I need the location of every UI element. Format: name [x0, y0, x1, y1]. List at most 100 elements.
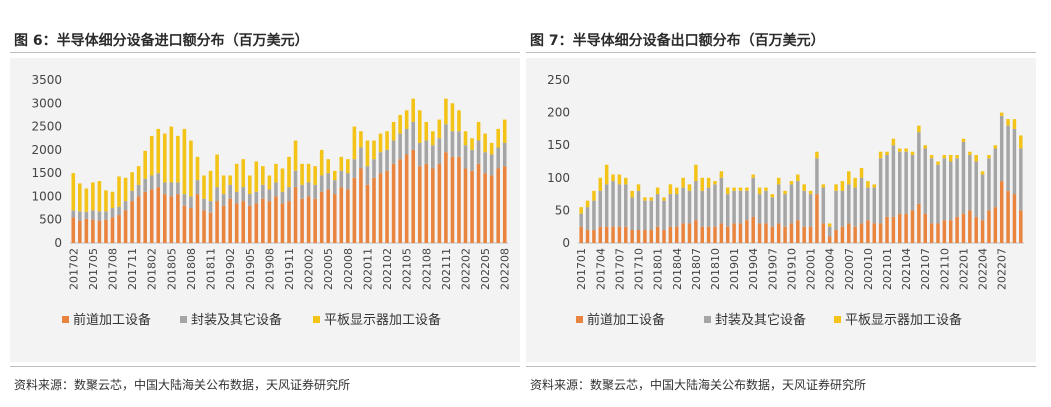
y-axis: 0 50 100 150 200 250 [547, 73, 570, 250]
x-tick-label: 201810 [709, 248, 722, 290]
bar-segment-flat-series [261, 166, 265, 185]
bar-segment-flat-series [221, 175, 226, 195]
bar-segment-front-series [649, 229, 654, 243]
x-tick-label: 202207 [996, 248, 1009, 290]
bar-segment-flat-series [1019, 135, 1023, 149]
bar-segment-front-series [437, 163, 442, 243]
bar-segment-front-series [891, 216, 896, 243]
bar-segment-pack-series [372, 159, 376, 178]
legend-label: 前道加工设备 [73, 312, 151, 328]
bar-segment-flat-series [776, 177, 781, 185]
bar-segment-flat-series [450, 103, 455, 132]
bar-segment-pack-series [872, 187, 877, 224]
bar-segment-flat-series [662, 197, 666, 201]
bar-segment-flat-series [385, 131, 389, 150]
bar-segment-pack-series [149, 175, 154, 190]
bar-segment-flat-series [617, 174, 622, 185]
bar-segment-flat-series [987, 154, 991, 159]
bar-segment-front-series [936, 223, 940, 243]
bar-segment-front-series [968, 210, 972, 243]
bar-segment-front-series [719, 223, 724, 243]
bar-segment-flat-series [624, 177, 628, 185]
y-tick-label: 250 [547, 73, 570, 87]
bar-segment-pack-series [802, 190, 806, 227]
bar-segment-pack-series [346, 173, 350, 190]
bar-segment-front-series [706, 226, 711, 243]
bar-segment-front-series [391, 163, 396, 243]
bar-segment-flat-series [431, 131, 435, 146]
bar-segment-pack-series [313, 184, 317, 199]
bar-segment-front-series [847, 223, 851, 243]
bar-segment-pack-series [815, 158, 819, 195]
bar-segment-flat-series [917, 125, 921, 133]
bar-segment-pack-series [783, 194, 787, 227]
bar-segment-pack-series [326, 173, 331, 190]
bar-segment-front-series [110, 217, 115, 243]
bar-segment-front-series [489, 175, 494, 243]
x-tick-label: 202107 [919, 248, 932, 290]
legend-label: 封装及其它设备 [715, 312, 806, 328]
bar-segment-flat-series [84, 188, 89, 212]
y-tick-label: 500 [39, 213, 62, 227]
bar-segment-flat-series [827, 223, 832, 227]
bar-segment-front-series [776, 223, 781, 243]
bar-segment-front-series [681, 223, 685, 243]
bar-segment-flat-series [241, 159, 246, 188]
bar-segment-front-series [636, 229, 641, 243]
bar-segment-front-series [662, 229, 666, 243]
bar-segment-pack-series [411, 121, 416, 150]
bar-segment-flat-series [585, 200, 590, 208]
bar-segment-front-series [942, 220, 947, 243]
bar-segment-pack-series [936, 164, 940, 224]
x-tick-label: 202104 [900, 248, 913, 290]
bar-segment-pack-series [675, 194, 679, 227]
bar-segment-flat-series [417, 110, 422, 143]
y-tick-label: 150 [547, 138, 570, 152]
bar-segment-flat-series [974, 154, 978, 162]
x-tick-label: 201708 [106, 248, 119, 290]
bar-segment-flat-series [745, 187, 749, 191]
bar-segment-pack-series [719, 177, 724, 224]
bar-segment-pack-series [662, 200, 666, 230]
bar-segment-flat-series [365, 140, 370, 167]
bar-segment-pack-series [162, 182, 167, 195]
bar-segment-pack-series [110, 208, 115, 218]
x-tick-label: 202111 [440, 248, 453, 290]
bar-segment-front-series [999, 181, 1004, 243]
bar-segment-flat-series [424, 121, 429, 141]
source-note: 资料来源：数聚云芯，中国大陆海关公布数据，天风证券研究所 [530, 378, 867, 392]
legend-label: 平板显示器加工设备 [845, 312, 962, 328]
y-axis: 0 500 1000 1500 2000 2500 3000 3500 [31, 73, 62, 250]
bar-segment-front-series [417, 166, 422, 243]
bar-segment-pack-series [457, 131, 461, 157]
x-axis: 201701 201704 201707 201710 201801 201804 2018… [575, 248, 1009, 290]
bar-segment-flat-series [300, 163, 304, 185]
bar-segment-front-series [948, 220, 953, 243]
bar-segment-front-series [904, 213, 908, 243]
bar-segment-flat-series [968, 151, 972, 155]
bars [579, 112, 1023, 243]
x-tick-label: 202105 [401, 248, 414, 290]
bar-segment-flat-series [502, 119, 507, 143]
bar-segment-front-series [306, 196, 311, 243]
bar-segment-front-series [643, 229, 647, 243]
bar-segment-pack-series [764, 190, 768, 224]
x-tick-label: 202205 [479, 248, 492, 290]
plot-area [10, 58, 520, 362]
bar-segment-pack-series [923, 148, 927, 214]
bar-segment-pack-series [332, 180, 337, 195]
bar-segment-pack-series [847, 184, 851, 224]
bar-segment-front-series [675, 226, 679, 243]
bar-segment-pack-series [287, 187, 291, 202]
bar-segment-front-series [878, 223, 883, 243]
bar-segment-front-series [617, 226, 622, 243]
bar-segment-pack-series [398, 133, 402, 160]
x-tick-label: 201911 [283, 248, 296, 290]
bar-segment-front-series [280, 203, 285, 243]
bar-segment-flat-series [267, 175, 272, 190]
bar-segment-pack-series [476, 140, 481, 164]
bar-segment-front-series [71, 217, 76, 243]
legend-label: 前道加工设备 [587, 312, 665, 328]
bar-segment-pack-series [725, 194, 730, 227]
bar-segment-front-series [987, 210, 991, 243]
